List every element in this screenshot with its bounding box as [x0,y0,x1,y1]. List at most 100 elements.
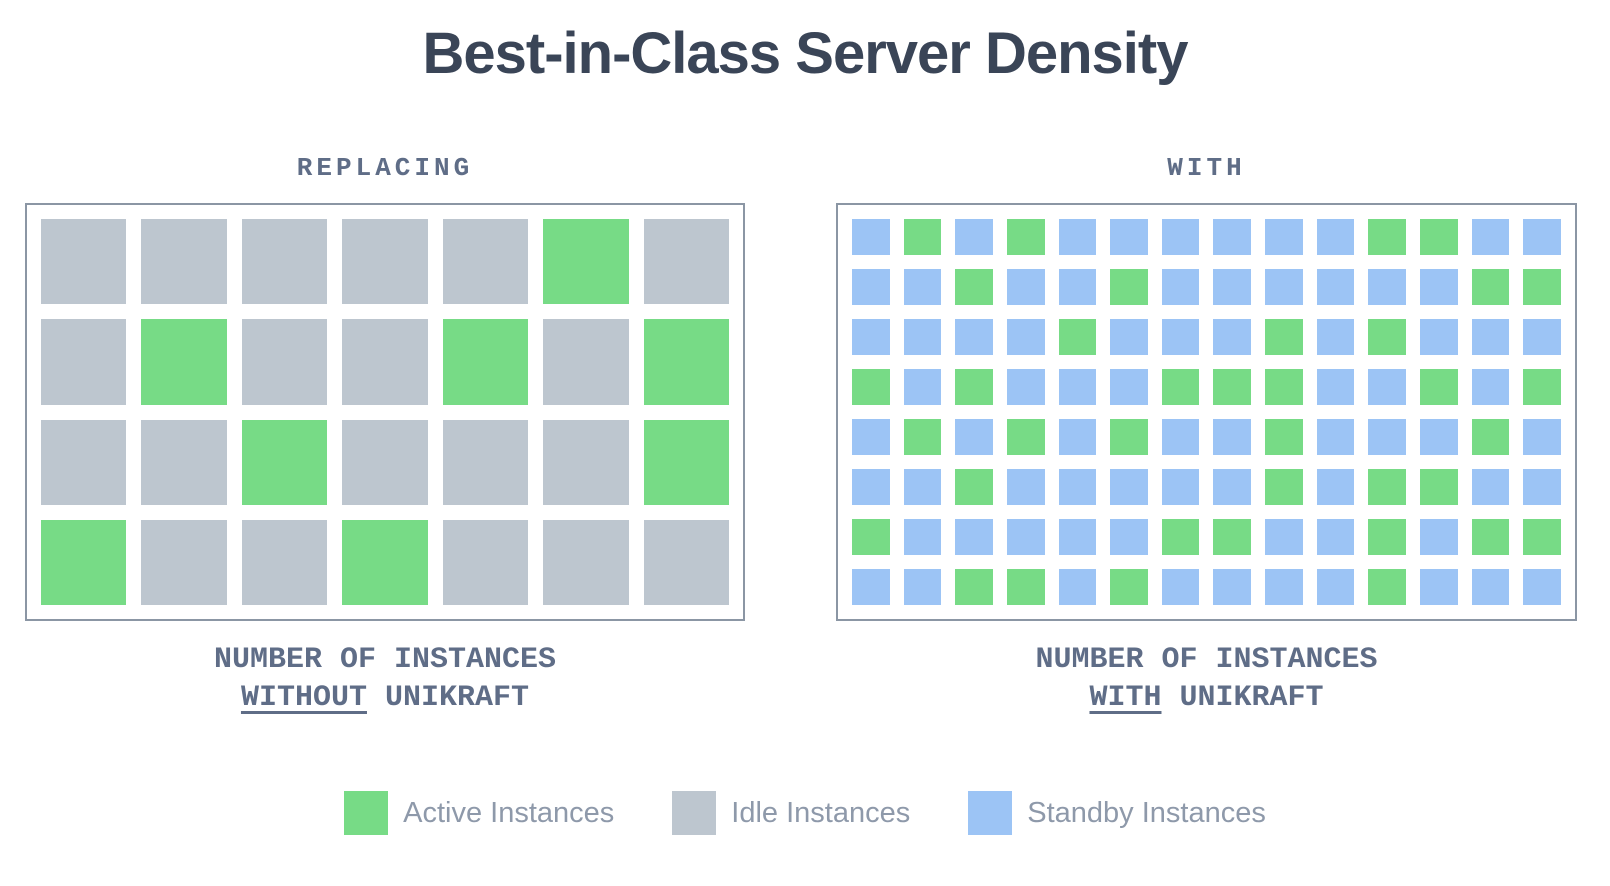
idle-instance-cell [543,419,629,505]
idle-instance-cell [442,419,529,505]
active-instance-cell [1265,469,1303,505]
idle-instance-cell [442,219,529,305]
standby-instance-cell [1161,269,1200,305]
standby-instance-cell [1058,269,1097,305]
idle-instance-cell [41,319,127,405]
standby-instance-cell [1316,469,1355,505]
standby-instance-cell [1316,569,1355,605]
legend-item-idle: Idle Instances [672,791,910,835]
standby-instance-cell [955,219,993,255]
standby-instance-cell [955,319,993,355]
active-instance-cell [1471,419,1510,455]
standby-instance-cell [1471,219,1510,255]
standby-instance-cell [1161,419,1200,455]
active-instance-cell [141,319,227,405]
standby-instance-cell [1523,219,1561,255]
active-instance-cell [1161,519,1200,555]
active-instance-cell [1420,219,1458,255]
standby-instance-cell [852,469,890,505]
active-instance-cell [41,519,127,605]
standby-instance-cell [1265,519,1303,555]
standby-instance-cell [1316,519,1355,555]
active-instance-cell [1368,519,1407,555]
active-instance-cell [1471,269,1510,305]
standby-instance-cell [852,269,890,305]
standby-instance-cell [1420,419,1458,455]
caption-keyword-without: WITHOUT [240,681,367,715]
standby-instance-cell [852,569,890,605]
standby-instance-cell [903,469,942,505]
standby-instance-cell [1316,269,1355,305]
standby-instance-cell [1213,569,1252,605]
active-instance-cell [955,569,993,605]
standby-instance-cell [1006,369,1045,405]
active-instance-cell [543,219,629,305]
caption-suffix: UNIKRAFT [385,681,530,715]
active-instance-cell [1265,319,1303,355]
page-title: Best-in-Class Server Density [422,21,1189,86]
idle-instance-cell [643,219,729,305]
standby-instance-cell [903,519,942,555]
active-instance-cell [1213,519,1252,555]
legend-label-standby: Standby Instances [1027,796,1266,829]
standby-instance-cell [1368,269,1407,305]
idle-instance-cell [141,519,227,605]
active-instance-cell [1471,519,1510,555]
standby-instance-cell [1316,369,1355,405]
standby-instance-cell [852,219,890,255]
idle-instance-cell [241,219,328,305]
standby-instance-cell [1213,219,1252,255]
standby-instance-cell [1110,369,1148,405]
standby-instance-cell [1058,419,1097,455]
idle-instance-cell [643,519,729,605]
active-instance-cell [1368,569,1407,605]
standby-instance-cell [852,319,890,355]
idle-instance-cell [141,219,227,305]
caption-suffix: UNIKRAFT [1179,681,1324,715]
active-instance-cell [1523,269,1561,305]
comparison-panels: REPLACING NUMBER OF INSTANCES WITHOUT UN… [25,153,1577,717]
active-instance-cell [1368,219,1407,255]
idle-instance-cell [41,219,127,305]
idle-instance-cell [342,419,428,505]
active-instance-cell [852,369,890,405]
caption-with-unikraft: NUMBER OF INSTANCES WITH UNIKRAFT [836,641,1577,717]
standby-instance-cell [1161,219,1200,255]
standby-instance-cell [1420,269,1458,305]
active-instance-cell [342,519,428,605]
standby-instance-cell [1420,319,1458,355]
standby-instance-cell [1110,219,1148,255]
standby-instance-cell [1110,319,1148,355]
standby-instance-cell [1213,269,1252,305]
standby-instance-cell [903,369,942,405]
standby-instance-cell [1058,519,1097,555]
idle-instance-cell [342,219,428,305]
active-instance-cell [1110,269,1148,305]
standby-instance-cell [1006,519,1045,555]
standby-instance-cell [903,319,942,355]
standby-instance-cell [1058,219,1097,255]
idle-instances-swatch [672,791,717,835]
standby-instance-cell [1265,569,1303,605]
active-instance-cell [442,319,529,405]
standby-instance-cell [1058,469,1097,505]
idle-instance-cell [241,519,328,605]
standby-instance-cell [903,269,942,305]
panel-with-unikraft: WITH NUMBER OF INSTANCES WITH UNIKRAFT [836,153,1577,717]
standby-instance-cell [1523,569,1561,605]
active-instance-cell [1161,369,1200,405]
standby-instance-cell [1316,319,1355,355]
standby-instance-cell [955,419,993,455]
active-instance-cell [1265,369,1303,405]
active-instance-cell [1006,569,1045,605]
standby-instance-cell [1213,469,1252,505]
panel-label-replacing: REPLACING [296,153,474,183]
standby-instance-cell [1006,319,1045,355]
active-instance-cell [1213,369,1252,405]
standby-instance-cell [1161,319,1200,355]
active-instance-cell [1523,519,1561,555]
legend: Active Instances Idle Instances Standby … [0,791,1610,835]
active-instance-cell [1368,469,1407,505]
standby-instance-cell [1471,569,1510,605]
active-instance-cell [1420,469,1458,505]
